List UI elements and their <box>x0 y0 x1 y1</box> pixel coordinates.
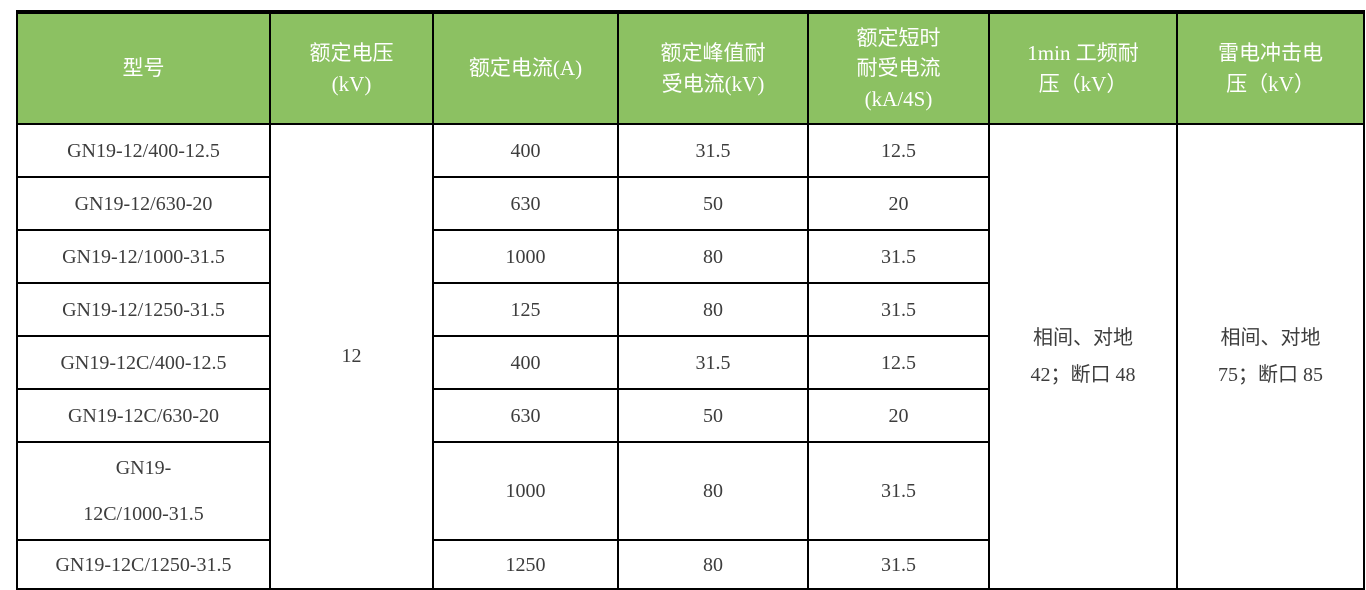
short-time-cell: 12.5 <box>807 123 990 178</box>
peak-cell: 31.5 <box>617 123 809 178</box>
table-row: GN19- 12C/1000-31.5 1000 80 31.5 <box>16 441 1364 541</box>
col-header-rated-voltage: 额定电压 (kV) <box>269 11 434 125</box>
model-cell: GN19-12/630-20 <box>16 176 271 231</box>
col-header-model: 型号 <box>16 11 271 125</box>
short-time-cell: 31.5 <box>807 229 990 284</box>
short-time-cell: 20 <box>807 176 990 231</box>
peak-cell: 31.5 <box>617 335 809 390</box>
model-cell: GN19-12C/1250-31.5 <box>16 539 271 590</box>
table-row: GN19-12C/630-20 630 50 20 <box>16 388 1364 443</box>
short-time-cell: 20 <box>807 388 990 443</box>
current-cell: 630 <box>432 388 619 443</box>
spec-table: 型号 额定电压 (kV) 额定电流(A) 额定峰值耐 受电流(kV) 额定短时 … <box>16 10 1365 590</box>
table-row: GN19-12/1250-31.5 125 80 31.5 <box>16 282 1364 337</box>
lightning-impulse-merged-cell: 相间、对地 75；断口 85 <box>1176 123 1365 590</box>
rated-voltage-merged-cell: 12 <box>269 123 434 590</box>
current-cell: 1000 <box>432 229 619 284</box>
peak-cell: 80 <box>617 282 809 337</box>
table-row: GN19-12/400-12.5 12 400 31.5 12.5 相间、对地 … <box>16 123 1365 590</box>
table-row: GN19-12C/1250-31.5 1250 80 31.5 <box>16 539 1364 590</box>
power-freq-merged-cell: 相间、对地 42；断口 48 <box>988 123 1178 590</box>
col-header-rated-current: 额定电流(A) <box>432 11 619 125</box>
model-cell: GN19-12C/400-12.5 <box>16 335 271 390</box>
short-time-cell: 31.5 <box>807 539 990 590</box>
model-cell: GN19-12/1250-31.5 <box>16 282 271 337</box>
col-header-short-time-withstand-current: 额定短时 耐受电流 (kA/4S) <box>807 11 990 125</box>
table-row: GN19-12/1000-31.5 1000 80 31.5 <box>16 229 1364 284</box>
current-cell: 400 <box>432 123 619 178</box>
table-row: GN19-12/630-20 630 50 20 <box>16 176 1364 231</box>
model-cell: GN19-12/1000-31.5 <box>16 229 271 284</box>
col-header-peak-withstand-current: 额定峰值耐 受电流(kV) <box>617 11 809 125</box>
peak-cell: 80 <box>617 539 809 590</box>
current-cell: 630 <box>432 176 619 231</box>
model-cell: GN19-12C/630-20 <box>16 388 271 443</box>
peak-cell: 50 <box>617 388 809 443</box>
peak-cell: 80 <box>617 441 809 541</box>
short-time-cell: 12.5 <box>807 335 990 390</box>
short-time-cell: 31.5 <box>807 441 990 541</box>
col-header-lightning-impulse-voltage: 雷电冲击电 压（kV） <box>1176 11 1365 125</box>
current-cell: 1000 <box>432 441 619 541</box>
current-cell: 400 <box>432 335 619 390</box>
table-row: GN19-12C/400-12.5 400 31.5 12.5 <box>16 335 1364 390</box>
current-cell: 1250 <box>432 539 619 590</box>
model-cell: GN19-12/400-12.5 <box>16 123 271 178</box>
short-time-cell: 31.5 <box>807 282 990 337</box>
current-cell: 125 <box>432 282 619 337</box>
header-row: 型号 额定电压 (kV) 额定电流(A) 额定峰值耐 受电流(kV) 额定短时 … <box>16 11 1365 125</box>
peak-cell: 50 <box>617 176 809 231</box>
model-cell: GN19- 12C/1000-31.5 <box>16 441 271 541</box>
col-header-power-frequency-withstand-voltage: 1min 工频耐 压（kV） <box>988 11 1178 125</box>
peak-cell: 80 <box>617 229 809 284</box>
